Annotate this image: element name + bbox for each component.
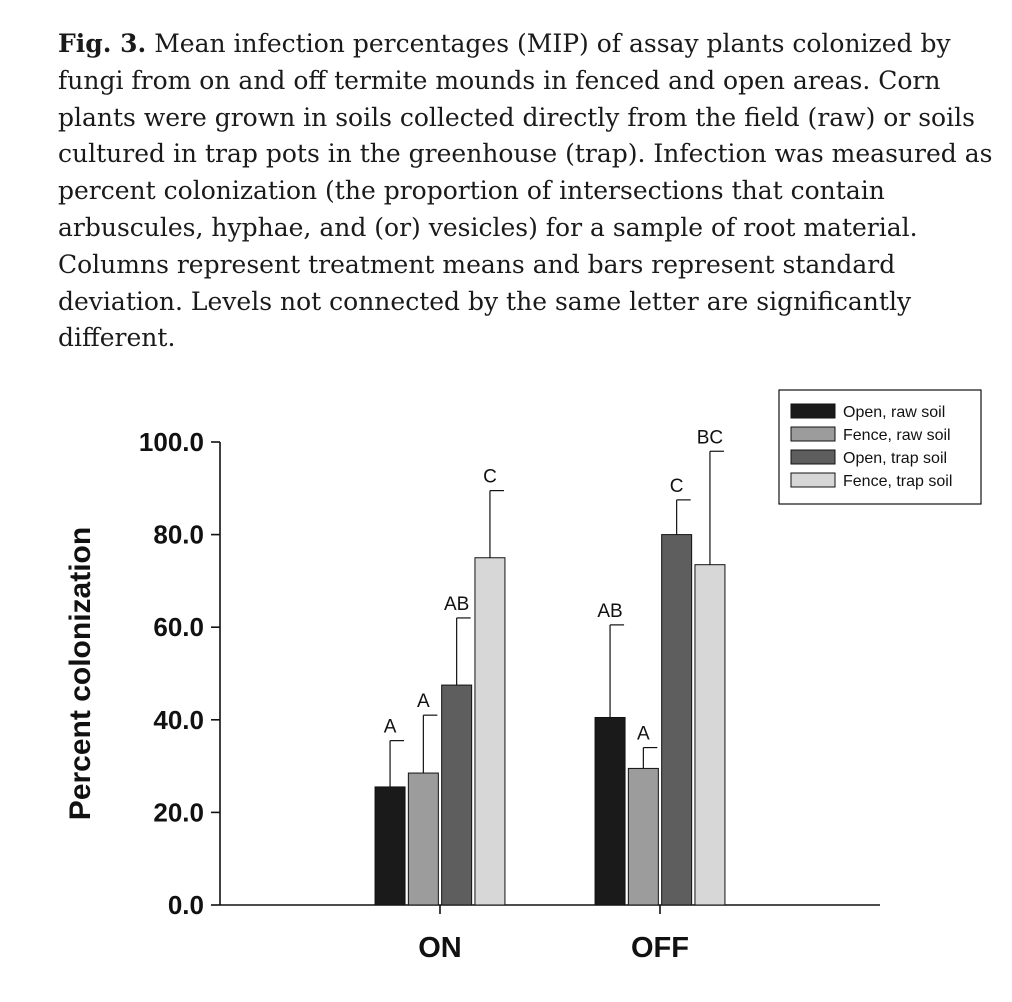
legend-entry: Fence, trap soil bbox=[843, 473, 952, 490]
caption-text: Mean infection percentages (MIP) of assa… bbox=[58, 29, 993, 353]
legend-entry: Open, raw soil bbox=[843, 404, 945, 421]
legend-entry: Fence, raw soil bbox=[843, 427, 951, 444]
significance-letter: A bbox=[417, 691, 430, 712]
significance-letter: C bbox=[670, 476, 684, 497]
y-tick-label: 0.0 bbox=[168, 890, 204, 920]
x-category-label: ON bbox=[418, 932, 462, 964]
bar bbox=[474, 557, 506, 906]
legend-entry: Open, trap soil bbox=[843, 450, 947, 467]
bar bbox=[694, 564, 726, 906]
bar bbox=[627, 767, 659, 906]
bar bbox=[441, 684, 473, 906]
significance-letter: A bbox=[384, 717, 397, 738]
significance-letter: AB bbox=[444, 594, 469, 615]
legend-swatch bbox=[790, 403, 836, 419]
y-tick-label: 60.0 bbox=[153, 612, 204, 642]
bar bbox=[407, 772, 439, 906]
legend-swatch bbox=[790, 449, 836, 465]
significance-letter: BC bbox=[697, 427, 723, 448]
y-tick-label: 100.0 bbox=[139, 427, 204, 457]
y-axis-label: Percent colonization bbox=[64, 527, 97, 820]
y-tick-label: 40.0 bbox=[153, 705, 204, 735]
legend-swatch bbox=[790, 426, 836, 442]
figure-caption: Fig. 3. Mean infection percentages (MIP)… bbox=[58, 26, 993, 357]
bar bbox=[594, 716, 626, 906]
significance-letter: A bbox=[637, 724, 650, 745]
significance-letter: AB bbox=[597, 601, 622, 622]
significance-letter: C bbox=[483, 467, 497, 488]
y-tick-label: 20.0 bbox=[153, 797, 204, 827]
bar bbox=[661, 534, 693, 906]
chart-axes: 0.0 20.0 40.0 60.0 80.0 100.0 Percent coloniza… bbox=[64, 427, 880, 964]
figure-label: Fig. 3. bbox=[58, 29, 147, 58]
legend-swatch bbox=[790, 472, 836, 488]
bar bbox=[374, 786, 406, 906]
y-tick-label: 80.0 bbox=[153, 520, 204, 550]
x-category-label: OFF bbox=[631, 932, 689, 964]
chart-legend: Open, raw soil Fence, raw soil Open, trap … bbox=[778, 389, 982, 505]
